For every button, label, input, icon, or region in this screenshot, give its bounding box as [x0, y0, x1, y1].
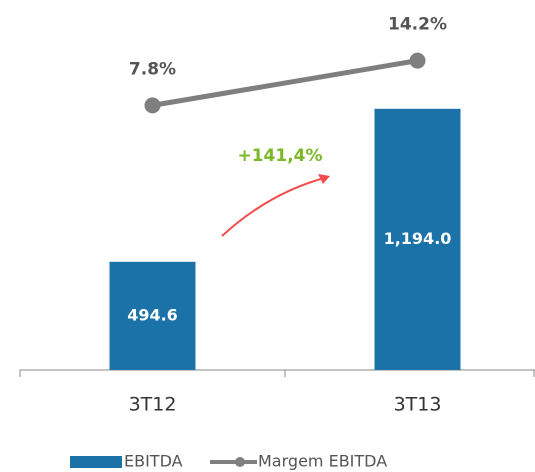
- bar: [374, 108, 461, 370]
- growth-arrow: [221, 176, 329, 237]
- line-label: 14.2%: [388, 15, 447, 35]
- bar-label: 1,194.0: [384, 229, 452, 248]
- line: [152, 58, 418, 108]
- x-tick-label: 3T12: [129, 394, 177, 416]
- line-label: 7.8%: [129, 59, 176, 79]
- bar-label: 494.6: [127, 305, 178, 324]
- legend-swatch: [70, 456, 122, 468]
- legend-marker: [235, 457, 245, 467]
- line-point: [409, 52, 426, 69]
- line-point: [144, 97, 161, 114]
- x-tick-label: 3T13: [394, 394, 442, 416]
- legend-label: Margem EBITDA: [258, 452, 387, 471]
- legend-label: EBITDA: [124, 452, 183, 471]
- growth-arrow-head: [318, 174, 330, 184]
- annotation: +141,4%: [237, 146, 322, 166]
- bar: [109, 261, 196, 370]
